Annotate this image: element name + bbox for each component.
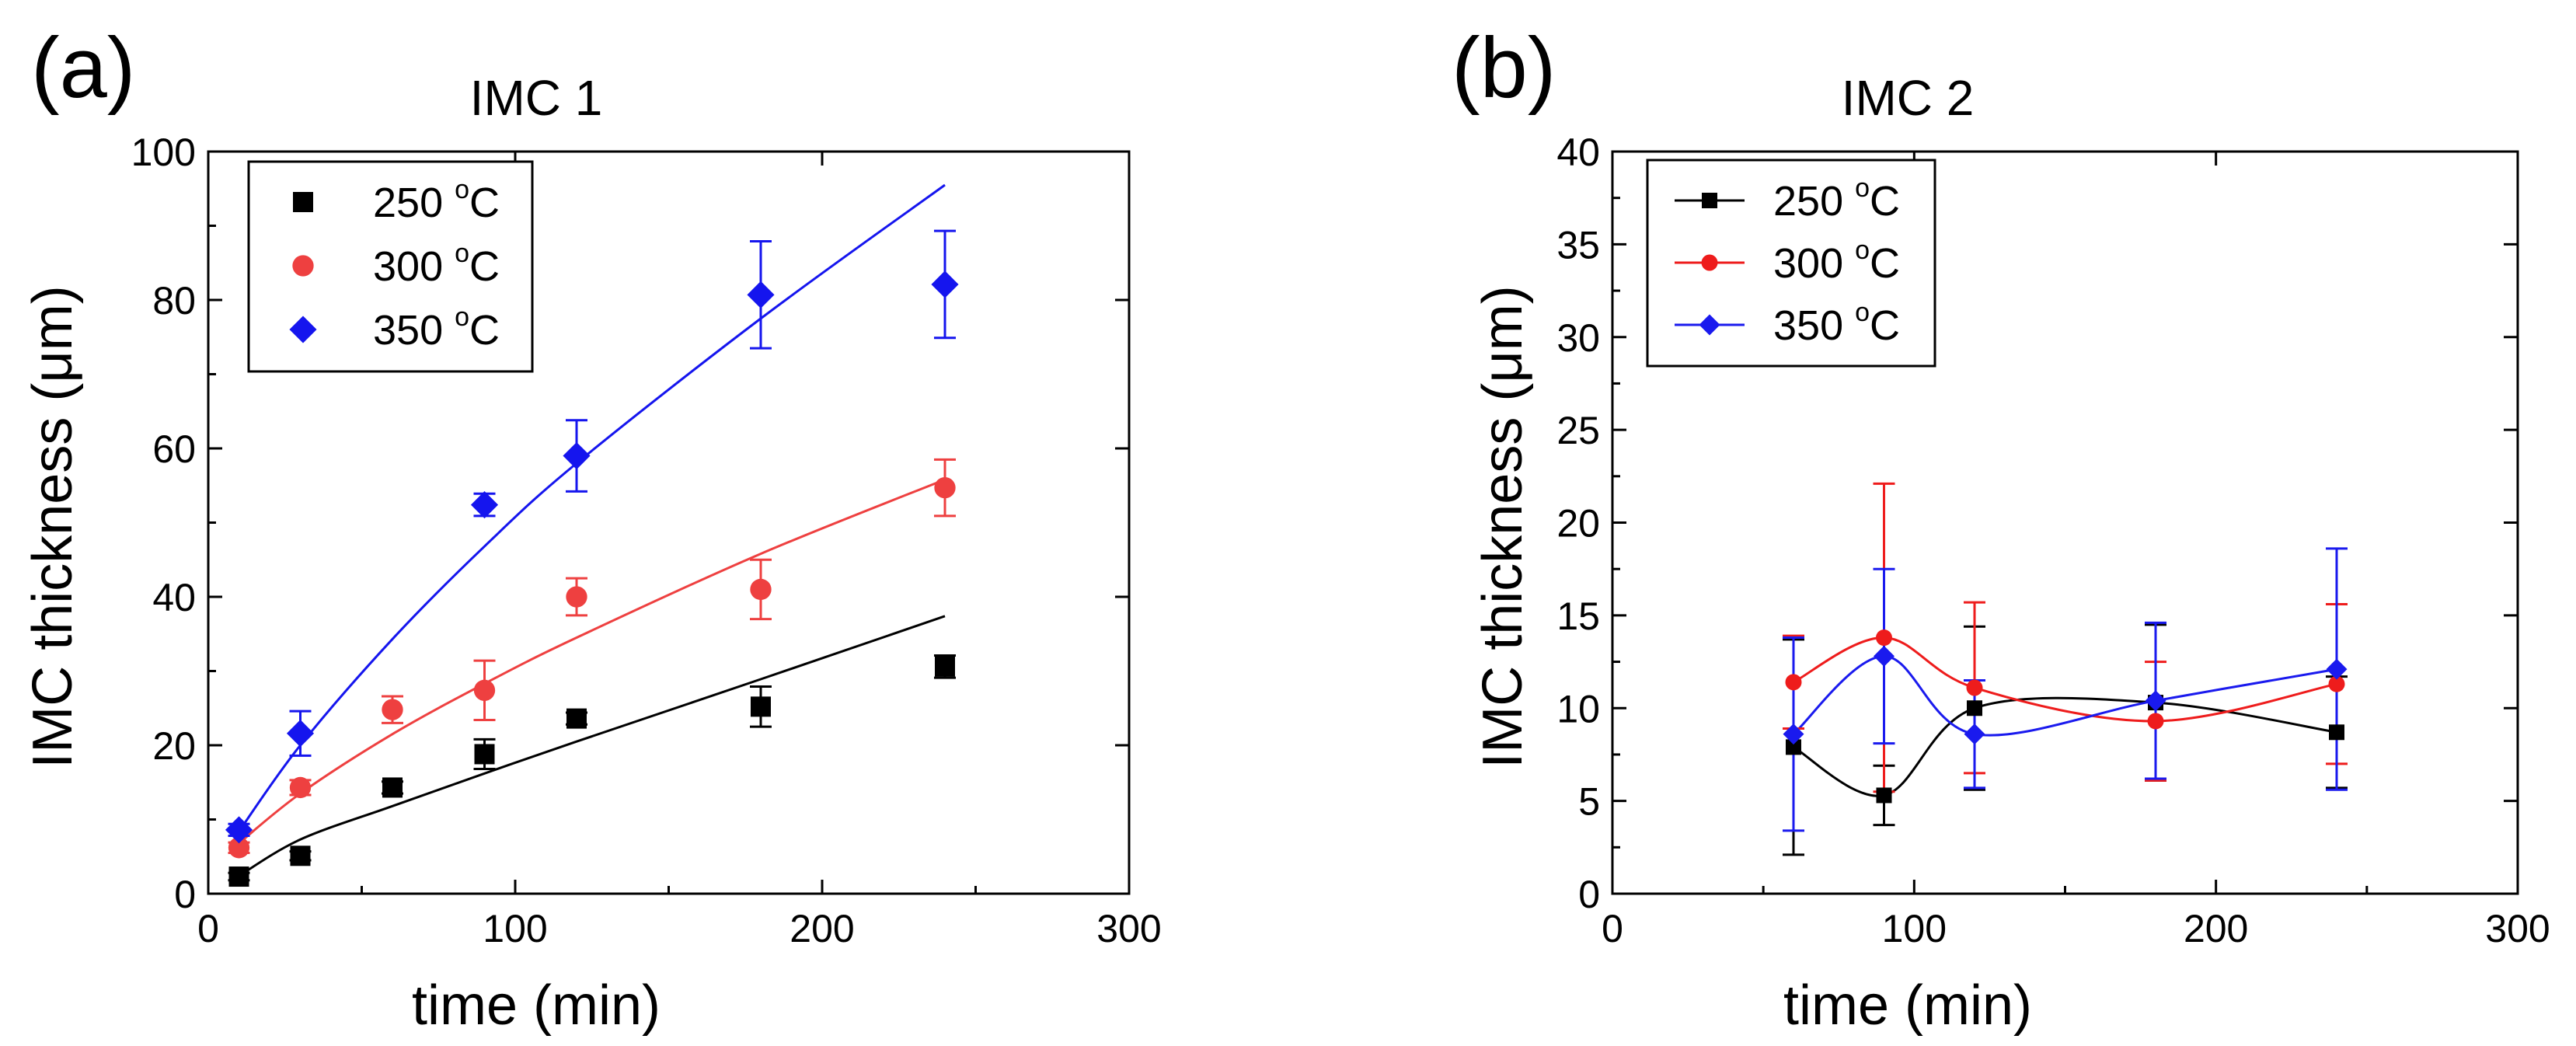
y-tick-label: 25: [1556, 409, 1600, 452]
legend-label: 350 oC: [1773, 298, 1900, 349]
data-point: [1964, 723, 1985, 745]
x-tick-label: 100: [483, 907, 547, 950]
y-tick-label: 80: [152, 279, 196, 323]
chart-title-a: IMC 1: [470, 70, 603, 126]
data-point: [566, 708, 587, 729]
data-point: [747, 281, 775, 309]
y-axis-label-a: IMC thickness (μm): [22, 285, 84, 769]
y-tick-label: 30: [1556, 316, 1600, 360]
x-axis-label-b: time (min): [1783, 975, 2032, 1037]
data-point: [289, 776, 312, 799]
data-point: [474, 744, 495, 765]
y-tick-label: 100: [131, 131, 196, 174]
data-point: [934, 476, 956, 499]
data-markers-b: [1783, 629, 2348, 804]
data-point: [1786, 739, 1801, 755]
data-point: [2328, 675, 2345, 692]
data-point: [470, 491, 499, 519]
series-line: [1793, 636, 2337, 723]
x-tick-label: 200: [2184, 907, 2248, 950]
data-point: [2329, 724, 2344, 741]
axis-ticks-a: 0 100 200 300 0 20 40 60 80 100: [131, 131, 1162, 950]
legend-label: 250 oC: [1773, 173, 1900, 225]
data-point: [931, 270, 959, 298]
y-tick-label: 20: [1556, 502, 1600, 546]
legend-label: 350 oC: [373, 302, 500, 354]
x-tick-label: 200: [790, 907, 854, 950]
axis-ticks-b: 0 100 200 300 0 5 10 15 20 25 30 35 40: [1556, 131, 2550, 950]
panel-b: (b) IMC 2 time (min) IMC thickness (μm) …: [1452, 20, 2550, 1037]
data-point: [382, 699, 403, 720]
panel-label-a: (a): [31, 20, 135, 116]
legend-marker: [1702, 193, 1717, 208]
y-tick-label: 40: [152, 576, 196, 619]
legend-marker: [1699, 314, 1720, 336]
x-axis-label-a: time (min): [412, 975, 661, 1037]
data-point: [2145, 690, 2166, 712]
legend-label: 250 oC: [373, 175, 500, 226]
fit-line: [238, 478, 946, 845]
y-tick-label: 35: [1556, 223, 1600, 267]
data-point: [228, 837, 250, 859]
data-point: [1966, 679, 1983, 696]
data-point: [225, 816, 253, 844]
y-tick-label: 0: [174, 873, 196, 916]
data-point: [566, 586, 587, 608]
x-tick-label: 300: [1096, 907, 1161, 950]
series-line: [1793, 696, 2337, 797]
fit-line: [238, 615, 946, 877]
data-point: [563, 442, 591, 470]
series-lines-b: [1793, 636, 2337, 797]
y-tick-label: 0: [1578, 873, 1600, 916]
panel-a: (a) IMC 1 time (min) IMC thickness (μm) …: [22, 20, 1162, 1037]
x-tick-label: 100: [1882, 907, 1947, 950]
y-tick-label: 15: [1556, 594, 1600, 638]
data-point: [2147, 713, 2164, 730]
y-tick-label: 5: [1578, 780, 1600, 824]
data-point: [1785, 674, 1802, 691]
error-bars-b: [1783, 482, 2348, 856]
data-point: [1876, 787, 1892, 804]
data-point: [382, 777, 403, 798]
data-markers-a: [225, 270, 959, 887]
legend-b: 250 oC 300 oC 350 oC: [1646, 159, 1936, 368]
data-point: [290, 846, 311, 866]
x-tick-label: 300: [2485, 907, 2550, 950]
x-tick-label: 0: [197, 907, 219, 950]
y-tick-label: 10: [1556, 687, 1600, 730]
y-tick-label: 20: [152, 724, 196, 768]
legend-marker: [289, 316, 317, 343]
data-point: [935, 656, 955, 677]
series-line: [1793, 654, 2337, 737]
data-point: [286, 720, 315, 748]
y-tick-label: 40: [1556, 131, 1600, 174]
legend-a: 250 oC 300 oC 350 oC: [247, 160, 534, 373]
data-point: [1874, 645, 1895, 667]
data-point: [1783, 723, 1804, 745]
data-point: [751, 696, 771, 717]
x-tick-label: 0: [1602, 907, 1623, 950]
legend-label: 300 oC: [1773, 235, 1900, 287]
legend-marker: [292, 255, 314, 277]
panel-label-b: (b): [1452, 20, 1556, 116]
data-point: [1876, 629, 1892, 647]
data-point: [228, 866, 249, 887]
data-point: [2326, 658, 2348, 680]
legend-marker: [293, 192, 313, 212]
data-point: [1967, 700, 1982, 717]
chart-title-b: IMC 2: [1842, 70, 1975, 126]
data-point: [750, 578, 772, 601]
legend-label: 300 oC: [373, 239, 500, 290]
y-axis-label-b: IMC thickness (μm): [1472, 285, 1534, 769]
legend-marker: [1701, 254, 1718, 271]
data-point: [473, 679, 496, 701]
y-tick-label: 60: [152, 427, 196, 471]
